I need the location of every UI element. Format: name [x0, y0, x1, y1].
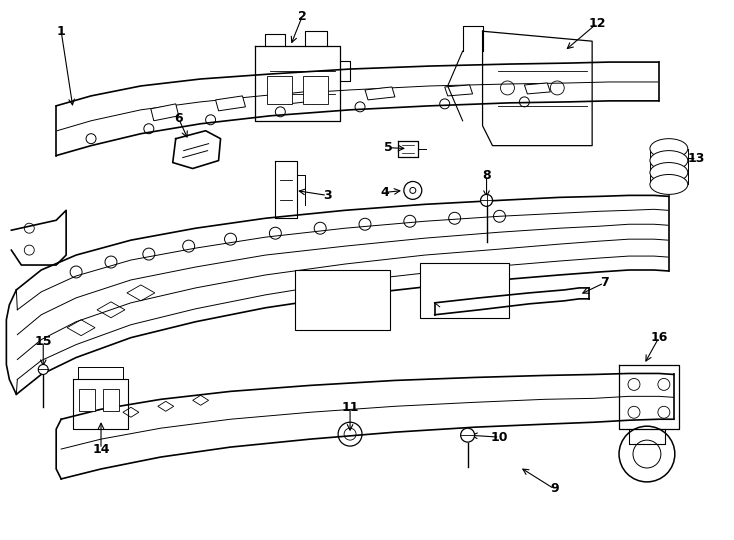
Text: 5: 5: [384, 141, 392, 154]
Text: 4: 4: [380, 186, 389, 199]
Circle shape: [38, 364, 48, 374]
Ellipse shape: [650, 139, 688, 159]
Text: 10: 10: [491, 430, 508, 444]
Polygon shape: [150, 104, 178, 121]
Polygon shape: [365, 87, 395, 100]
Circle shape: [481, 194, 493, 206]
Text: 11: 11: [341, 401, 359, 414]
Circle shape: [461, 428, 475, 442]
Text: 16: 16: [650, 331, 668, 344]
Polygon shape: [524, 83, 550, 94]
Text: 14: 14: [92, 443, 110, 456]
Bar: [420, 263, 509, 318]
Text: 13: 13: [688, 152, 705, 165]
Bar: [79, 389, 95, 411]
Ellipse shape: [650, 163, 688, 183]
Text: 9: 9: [550, 482, 559, 495]
Polygon shape: [286, 91, 315, 104]
Bar: [103, 389, 119, 411]
Bar: [303, 76, 328, 104]
Polygon shape: [216, 96, 245, 111]
Text: 8: 8: [482, 169, 491, 182]
Text: 3: 3: [323, 189, 332, 202]
Text: 7: 7: [600, 276, 608, 289]
Text: 6: 6: [175, 112, 183, 125]
Bar: [295, 270, 390, 330]
Ellipse shape: [650, 174, 688, 194]
Polygon shape: [445, 85, 473, 96]
Bar: [267, 76, 292, 104]
Text: 15: 15: [34, 335, 52, 348]
Text: 12: 12: [589, 17, 606, 30]
Ellipse shape: [650, 151, 688, 171]
Text: 1: 1: [57, 25, 65, 38]
Text: 2: 2: [298, 10, 307, 23]
